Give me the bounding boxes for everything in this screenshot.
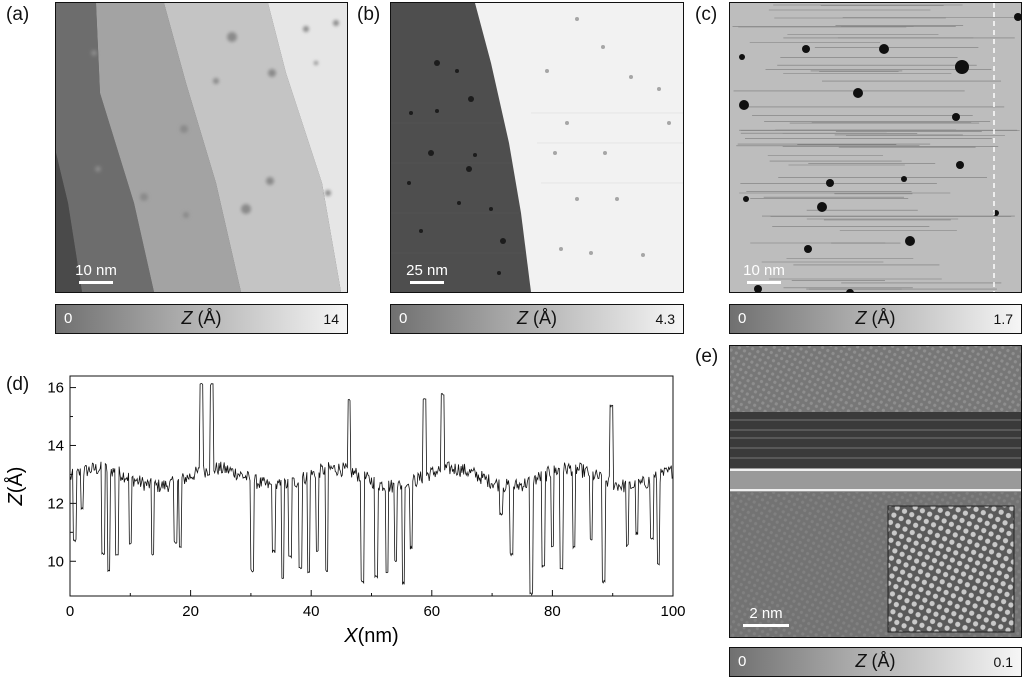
panel-e-scalebar: 2 nm [736,605,796,627]
panel-d-xtick-label: 60 [423,603,440,620]
panel-d-profile-line [69,383,674,596]
panel-b-label: (b) [357,4,381,25]
panel-b-scalebar-text: 25 nm [406,262,448,279]
panel-d-plot-frame [69,375,674,597]
panel-b-colorbar-min: 0 [399,310,408,327]
panel-d-xlabel: X(nm) [343,625,398,647]
panel-b-scalebar: 25 nm [397,262,457,284]
panel-b-colorbar: 0 Z (Å) 4.3 [390,304,684,334]
panel-c-colorbar-min: 0 [738,310,747,327]
panel-d-xtick-label: 0 [66,603,74,620]
panel-d-xtick-label: 100 [660,603,685,620]
panel-a-label: (a) [6,4,30,25]
panel-c-scalebar-text: 10 nm [743,262,785,279]
panel-b-image: 25 nm [390,2,684,293]
panel-b-scalebar-line [410,281,444,284]
panel-e-colorbar: 0 Z (Å) 0.1 [729,647,1022,677]
panel-c-colorbar: 0 Z (Å) 1.7 [729,304,1022,334]
panel-d-ytick-label: 12 [47,495,64,512]
panel-d-ytick-label: 16 [47,380,64,397]
panel-c-scalebar: 10 nm [734,262,794,284]
panel-d-xtick-label: 80 [544,603,561,620]
panel-e-colorbar-min: 0 [738,653,747,670]
panel-d-ylabel: Z(Å) [4,467,27,507]
panel-a-colorbar-min: 0 [64,310,73,327]
panel-a-scalebar: 10 nm [66,262,126,284]
panel-c-colorbar-max: 1.7 [993,311,1013,327]
panel-e-colorbar-title: Z (Å) [855,651,896,671]
panel-a-colorbar: 0 Z (Å) 14 [55,304,348,334]
panel-e-scalebar-line [743,624,789,627]
panel-c-colorbar-title: Z (Å) [855,308,896,328]
panel-d-chart: 0 20 40 60 80 100 10 12 14 16 X(nm) Z(Å) [4,375,686,647]
panel-d-ytick-label: 10 [47,553,64,570]
panel-a-scalebar-line [79,281,113,284]
panel-c-scalebar-line [747,281,781,284]
panel-e-label: (e) [695,346,719,367]
panel-c-label: (c) [695,4,718,25]
panel-b-colorbar-title: Z (Å) [517,308,557,328]
panel-e-scalebar-text: 2 nm [749,605,783,622]
panel-a-colorbar-title: Z (Å) [181,308,222,328]
panel-d-xtick-label: 40 [303,603,320,620]
panel-b-colorbar-max: 4.3 [655,311,675,327]
panel-a-scalebar-text: 10 nm [75,262,117,279]
panel-a-image: 10 nm [55,2,348,293]
panel-d-xtick-label: 20 [182,603,199,620]
panel-e-image: 2 nm [729,345,1022,638]
panel-a-colorbar-max: 14 [323,311,339,327]
panel-d-ytick-label: 14 [47,437,64,454]
panel-d-label: (d) [6,374,30,395]
panel-c-image: 10 nm [729,2,1022,293]
panel-e-colorbar-max: 0.1 [993,654,1013,670]
